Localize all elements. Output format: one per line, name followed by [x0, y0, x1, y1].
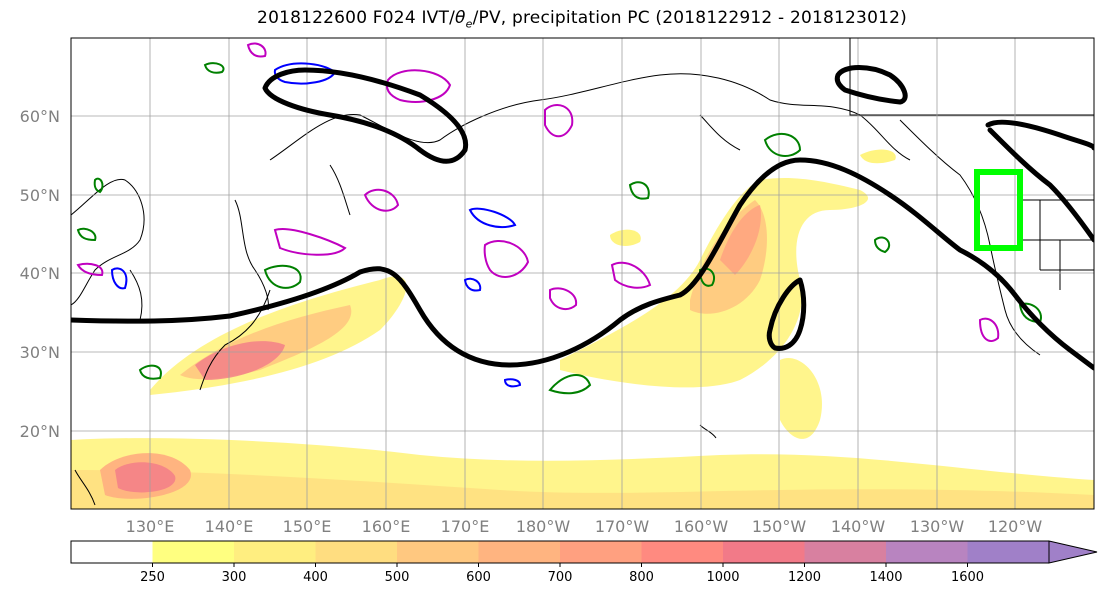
lat-labels: 60°N 50°N 40°N 30°N 20°N	[20, 107, 60, 441]
colorbar-segment	[478, 541, 561, 563]
colorbar-extend-arrow	[1048, 540, 1098, 564]
lon-label: 150°E	[283, 517, 332, 536]
lon-labels: 130°E 140°E 150°E 160°E 170°E 180°W 170°…	[126, 517, 1043, 536]
lat-label: 50°N	[20, 186, 60, 205]
colorbar-segment	[397, 541, 479, 563]
colorbar-tick-label: 1000	[706, 570, 739, 585]
lat-label: 20°N	[20, 422, 60, 441]
colorbar-tick-label: 250	[140, 570, 165, 585]
lon-label: 180°W	[516, 517, 571, 536]
lon-label: 140°E	[205, 517, 254, 536]
colorbar-segment	[723, 541, 805, 563]
pv-contours-magenta	[76, 42, 1000, 342]
coastlines	[71, 38, 1094, 506]
colorbar-segment	[152, 541, 235, 563]
lat-label: 30°N	[20, 343, 60, 362]
colorbar-segment	[560, 541, 642, 563]
colorbar-tick-label: 400	[303, 570, 328, 585]
lon-label: 170°W	[595, 517, 650, 536]
colorbar-tick-label: 800	[629, 570, 654, 585]
map-title: 2018122600 F024 IVT/θe/PV, precipitation…	[257, 8, 907, 31]
colorbar-tick-label: 1200	[788, 570, 821, 585]
pv-contours-blue	[110, 62, 522, 388]
lon-label: 160°E	[362, 517, 411, 536]
colorbar-tick-label: 1400	[869, 570, 902, 585]
lon-label: 150°W	[752, 517, 807, 536]
lon-label: 120°W	[988, 517, 1043, 536]
colorbar-tick-label: 500	[385, 570, 410, 585]
colorbar-segment	[804, 541, 887, 563]
colorbar-tick-label: 300	[222, 570, 247, 585]
colorbar-tick-label: 700	[548, 570, 573, 585]
lat-label: 60°N	[20, 107, 60, 126]
lat-label: 40°N	[20, 264, 60, 283]
map-frame	[70, 37, 1095, 510]
theta-e-contour	[71, 65, 1094, 371]
colorbar-segment	[641, 541, 724, 563]
target-region-box	[974, 169, 1023, 251]
lon-label: 160°W	[674, 517, 729, 536]
colorbar-segment	[71, 541, 153, 563]
colorbar-tick-label: 1600	[951, 570, 984, 585]
colorbar-segment	[234, 541, 316, 563]
lon-label: 170°E	[441, 517, 490, 536]
colorbar: 250 300 400 500 600 700 800 1000 1200 1400 1600	[70, 540, 1098, 585]
precip-contours	[76, 62, 1042, 395]
colorbar-segment	[886, 541, 968, 563]
map-background	[71, 38, 1094, 509]
lon-label: 140°W	[831, 517, 886, 536]
colorbar-segment	[315, 541, 398, 563]
colorbar-tick-label: 600	[466, 570, 491, 585]
colorbar-segment	[967, 541, 1050, 563]
lon-label: 130°E	[126, 517, 175, 536]
lon-label: 130°W	[910, 517, 965, 536]
